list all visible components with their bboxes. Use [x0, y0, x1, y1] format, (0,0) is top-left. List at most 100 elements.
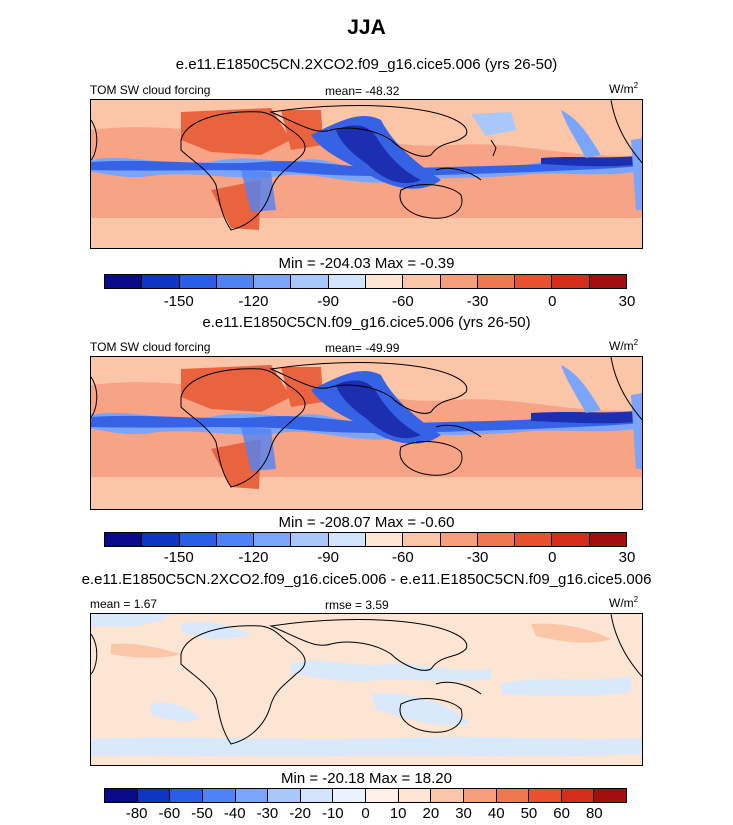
panel-3-units: W/m2 — [609, 595, 639, 610]
colorbar-segment — [328, 533, 366, 546]
colorbar-tick-label: 20 — [422, 805, 440, 822]
panel-1-colorbar — [104, 274, 627, 289]
colorbar-segment — [137, 789, 171, 802]
figure-title: JJA — [347, 16, 386, 39]
colorbar-tick-label: -120 — [238, 549, 269, 566]
panel-2-case-title: e.e11.E1850C5CN.f09_g16.cice5.006 (yrs 2… — [202, 314, 531, 331]
colorbar-segment — [328, 275, 366, 288]
colorbar-segment — [398, 789, 432, 802]
colorbar-tick-label: -30 — [256, 805, 279, 822]
colorbar-tick-label: -60 — [158, 805, 181, 822]
colorbar-segment — [105, 789, 138, 802]
colorbar-segment — [365, 533, 404, 546]
colorbar-segment — [268, 789, 301, 802]
colorbar-segment — [529, 789, 562, 802]
colorbar-tick-label: -80 — [125, 805, 148, 822]
colorbar-segment — [179, 275, 217, 288]
colorbar-segment — [552, 275, 590, 288]
colorbar-tick-label: 50 — [520, 805, 538, 822]
colorbar-segment — [431, 789, 464, 802]
colorbar-segment — [440, 533, 478, 546]
colorbar-segment — [477, 275, 516, 288]
colorbar-tick-label: 80 — [585, 805, 603, 822]
colorbar-segment — [216, 533, 255, 546]
colorbar-tick-label: -150 — [163, 549, 194, 566]
panel-2-colorbar — [104, 532, 627, 547]
colorbar-segment — [463, 789, 497, 802]
colorbar-segment — [594, 789, 626, 802]
colorbar-segment — [291, 533, 329, 546]
colorbar-segment — [291, 275, 329, 288]
colorbar-tick-label: 30 — [618, 549, 636, 566]
colorbar-segment — [365, 275, 404, 288]
colorbar-segment — [403, 275, 441, 288]
colorbar-segment — [142, 275, 180, 288]
colorbar-segment — [254, 533, 292, 546]
panel-2-minmax: Min = -208.07 Max = -0.60 — [278, 514, 455, 531]
panel-2-mean-label: mean= -49.99 — [325, 341, 400, 355]
panel-1-units: W/m2 — [609, 81, 639, 96]
colorbar-segment — [477, 533, 516, 546]
colorbar-tick-label: -60 — [392, 549, 414, 566]
colorbar-tick-label: -30 — [466, 293, 489, 310]
panel-1-mean-label: mean= -48.32 — [325, 84, 400, 98]
panel-1-map-field — [91, 100, 642, 248]
colorbar-tick-label: 30 — [618, 293, 636, 310]
colorbar-segment — [179, 533, 217, 546]
colorbar-tick-label: 30 — [455, 805, 472, 822]
colorbar-tick-label: -90 — [317, 549, 339, 566]
colorbar-tick-label: -50 — [191, 805, 213, 822]
colorbar-tick-label: -60 — [392, 293, 414, 310]
panel-2-units: W/m2 — [609, 338, 639, 353]
colorbar-segment — [561, 789, 595, 802]
panel-3-map — [90, 613, 643, 766]
colorbar-segment — [440, 275, 478, 288]
colorbar-tick-label: 0 — [548, 293, 557, 310]
colorbar-segment — [170, 789, 203, 802]
panel-1-case-title: e.e11.E1850C5CN.2XCO2.f09_g16.cice5.006 … — [175, 56, 558, 73]
panel-3-minmax: Min = -20.18 Max = 18.20 — [281, 770, 452, 787]
colorbar-segment — [515, 533, 553, 546]
colorbar-segment — [366, 789, 399, 802]
colorbar-segment — [333, 789, 366, 802]
panel-3-map-field — [91, 614, 642, 765]
colorbar-segment — [254, 275, 292, 288]
colorbar-tick-label: 10 — [389, 805, 407, 822]
colorbar-tick-label: -120 — [238, 293, 269, 310]
colorbar-segment — [589, 275, 626, 288]
panel-1-colorbar-ticks: -150 -120 -90 -60 -30 0 30 — [104, 293, 636, 311]
colorbar-segment — [202, 789, 236, 802]
colorbar-tick-label: -30 — [466, 549, 489, 566]
colorbar-tick-label: 0 — [361, 805, 370, 822]
colorbar-segment — [142, 533, 180, 546]
colorbar-segment — [300, 789, 334, 802]
colorbar-segment — [105, 533, 143, 546]
panel-2-map-field — [91, 357, 642, 509]
panel-1-minmax: Min = -204.03 Max = -0.39 — [278, 255, 455, 272]
colorbar-segment — [496, 789, 530, 802]
colorbar-segment — [589, 533, 626, 546]
colorbar-tick-label: 0 — [548, 549, 557, 566]
colorbar-tick-label: -150 — [163, 293, 194, 310]
colorbar-segment — [105, 275, 143, 288]
panel-1-map — [90, 99, 643, 249]
colorbar-tick-label: 40 — [487, 805, 505, 822]
panel-3-colorbar-ticks: -80 -60 -50 -40 -30 -20 -10 0 10 20 30 40 50 60 80 — [104, 805, 627, 823]
colorbar-tick-label: -90 — [317, 293, 339, 310]
panel-2-map — [90, 356, 643, 510]
colorbar-segment — [235, 789, 269, 802]
panel-2-variable-label: TOM SW cloud forcing — [90, 340, 211, 354]
panel-2-colorbar-ticks: -150 -120 -90 -60 -30 0 30 — [104, 549, 636, 567]
panel-3-colorbar — [104, 788, 627, 803]
colorbar-tick-label: -40 — [223, 805, 246, 822]
colorbar-tick-label: -20 — [289, 805, 311, 822]
colorbar-segment — [552, 533, 590, 546]
colorbar-segment — [515, 275, 553, 288]
panel-1-variable-label: TOM SW cloud forcing — [90, 83, 211, 97]
colorbar-segment — [403, 533, 441, 546]
colorbar-tick-label: -10 — [321, 805, 344, 822]
panel-3-case-title: e.e11.E1850C5CN.2XCO2.f09_g16.cice5.006 … — [81, 571, 652, 588]
panel-3-mean-label: mean = 1.67 — [90, 597, 158, 611]
colorbar-tick-label: 60 — [553, 805, 570, 822]
panel-3-rmse-label: rmse = 3.59 — [325, 598, 389, 612]
